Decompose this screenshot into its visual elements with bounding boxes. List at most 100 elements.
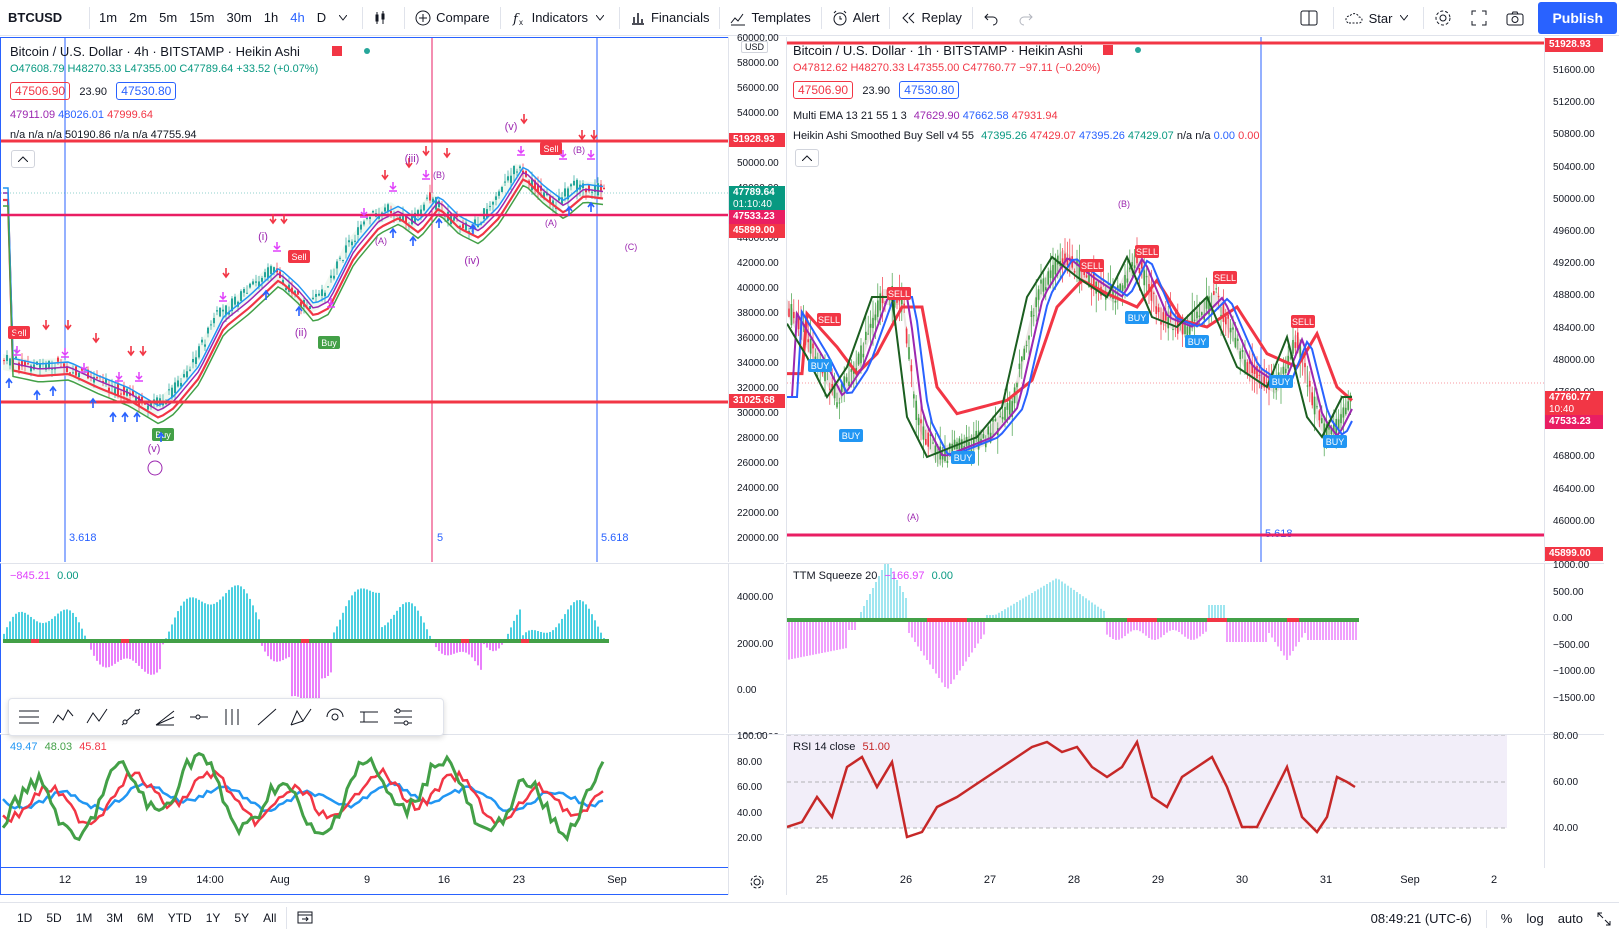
buy-price-button[interactable]: 47530.80 <box>899 81 960 99</box>
timeframe-30m[interactable]: 30m <box>226 10 252 25</box>
axis-label: 38000.00 <box>737 308 779 319</box>
parallel-lines-tool-icon[interactable] <box>219 703 247 731</box>
alert-button[interactable]: Alert <box>825 0 887 36</box>
settings-button[interactable] <box>1427 0 1464 36</box>
trend-line-tool-icon[interactable] <box>117 703 145 731</box>
currency-selector[interactable]: USD <box>741 41 769 53</box>
pattern-tool-icon[interactable] <box>287 703 315 731</box>
range-YTD[interactable]: YTD <box>167 911 192 925</box>
candle-body <box>519 166 521 169</box>
flag-icon[interactable] <box>1103 45 1113 55</box>
right-time-axis[interactable]: 25 26 27 28 29 30 31 Sep 2 <box>786 868 1544 895</box>
buy-price-button[interactable]: 47530.80 <box>116 82 177 100</box>
collapse-legend-button[interactable] <box>795 149 819 167</box>
left-main-pane[interactable]: Sell Sell Sell Buy Buy (i) (ii) (iii) (iv) (v) (A)… <box>0 37 752 562</box>
measure-tool-icon[interactable] <box>355 703 383 731</box>
auto-toggle[interactable]: auto <box>1557 911 1583 926</box>
candle-body <box>953 439 956 450</box>
right-rsi-pane[interactable]: RSI 14 close 51.00 <box>786 734 1544 868</box>
redo-button[interactable] <box>1011 0 1046 36</box>
time-label: 29 <box>1151 874 1165 886</box>
log-toggle[interactable]: log <box>1526 911 1544 926</box>
sell-price-button[interactable]: 47506.90 <box>793 81 854 99</box>
right-price-axis[interactable]: 51600.00 51200.00 50800.00 50400.00 50000.00… <box>1544 37 1604 562</box>
left-rsi-pane[interactable]: 49.47 48.03 45.81 <box>0 734 728 868</box>
timeframe-1m[interactable]: 1m <box>99 10 118 25</box>
candle-body <box>812 343 814 349</box>
cycle-tool-icon[interactable] <box>321 703 349 731</box>
flag-icon[interactable] <box>332 46 342 56</box>
buy-arrow-icon <box>469 223 477 234</box>
timeframe-2m[interactable]: 2m <box>129 10 148 25</box>
templates-button[interactable]: Templates <box>723 0 817 36</box>
left-rsi-axis[interactable]: 100.00 80.00 60.00 40.00 20.00 <box>728 731 784 868</box>
axis-label: 50800.00 <box>1553 129 1595 141</box>
fib-fan-tool-icon[interactable] <box>151 703 179 731</box>
right-squeeze-pane[interactable]: TTM Squeeze 20 −166.97 0.00 <box>786 563 1544 733</box>
left-price-axis[interactable]: 60000.0058000.0056000.0054000.0052000.00… <box>728 33 785 562</box>
range-1M[interactable]: 1M <box>75 911 93 925</box>
chart-type-button[interactable] <box>366 0 401 36</box>
candle-body <box>1037 289 1040 300</box>
right-squeeze-axis[interactable]: 1000.00 500.00 0.00 −500.00 −1000.00 −1500.00 <box>1544 560 1604 733</box>
candle-body <box>1066 258 1069 266</box>
snapshot-button[interactable] <box>1499 0 1536 36</box>
horizontal-ray-tool-icon[interactable] <box>185 703 213 731</box>
timeframe-4h[interactable]: 4h <box>290 10 305 25</box>
clock[interactable]: 08:49:21 (UTC-6) <box>1370 911 1472 926</box>
range-6M[interactable]: 6M <box>137 911 154 925</box>
left-axis-settings[interactable] <box>728 868 784 895</box>
sell-price-button[interactable]: 47506.90 <box>10 82 71 100</box>
publish-button[interactable]: Publish <box>1538 2 1617 34</box>
range-All[interactable]: All <box>263 911 277 925</box>
timeframe-5m[interactable]: 5m <box>159 10 178 25</box>
candle-body <box>1021 356 1023 362</box>
candle-body <box>600 184 602 191</box>
timeframe-D[interactable]: D <box>316 10 327 25</box>
timeframe-15m[interactable]: 15m <box>189 10 215 25</box>
candle-body <box>483 208 485 220</box>
percent-toggle[interactable]: % <box>1500 911 1513 926</box>
financials-button[interactable]: Financials <box>623 0 717 36</box>
symbol-search[interactable]: BTCUSD <box>8 10 63 25</box>
collapse-legend-button[interactable] <box>11 150 35 168</box>
alert-label: Alert <box>852 10 880 25</box>
left-price-chart[interactable]: SellSellSellBuyBuy(i)(ii)(iii)(iv)(v)(A)… <box>1 38 752 562</box>
buy-arrow-icon <box>157 431 165 442</box>
right-price-chart[interactable]: 5.618SELLSELLSELLSELLSELLSELLBUYBUYBUYBU… <box>787 37 1544 562</box>
timeframe-dropdown[interactable] <box>332 0 359 36</box>
candle-body <box>1138 268 1141 274</box>
elliott-wave-tool-icon[interactable] <box>49 703 77 731</box>
range-5D[interactable]: 5D <box>46 911 62 925</box>
range-3M[interactable]: 3M <box>106 911 124 925</box>
candle-body <box>438 200 440 208</box>
range-1Y[interactable]: 1Y <box>205 911 221 925</box>
candle-body <box>1016 383 1018 388</box>
candle-body <box>1347 401 1349 410</box>
sell-arrow-icon <box>222 268 230 279</box>
range-1D[interactable]: 1D <box>17 911 33 925</box>
goto-date-button[interactable] <box>290 910 320 927</box>
axis-label: 56000.00 <box>737 83 779 94</box>
horizontal-lines-tool-icon[interactable] <box>15 703 43 731</box>
right-rsi-axis[interactable]: 80.00 60.00 40.00 <box>1544 731 1604 868</box>
range-5Y[interactable]: 5Y <box>234 911 250 925</box>
replay-button[interactable]: Replay <box>893 0 968 36</box>
undo-button[interactable] <box>976 0 1011 36</box>
abc-pattern-tool-icon[interactable] <box>83 703 111 731</box>
save-layout-button[interactable]: Star <box>1337 0 1421 36</box>
compare-button[interactable]: Compare <box>408 0 496 36</box>
range-tool-icon[interactable] <box>389 703 417 731</box>
line-tool-icon[interactable] <box>253 703 281 731</box>
candle-body <box>459 225 461 227</box>
osc-zero: 0.00 <box>57 570 79 582</box>
right-main-pane[interactable]: 5.618SELLSELLSELLSELLSELLSELLBUYBUYBUYBU… <box>786 37 1544 562</box>
left-time-axis[interactable]: 12 19 14:00 Aug 9 16 23 Sep <box>0 868 728 895</box>
timeframe-1h[interactable]: 1h <box>263 10 279 25</box>
fullscreen-button[interactable] <box>1464 0 1499 36</box>
indicators-button[interactable]: f x Indicators <box>504 0 616 36</box>
expand-icon[interactable] <box>1597 912 1611 926</box>
layout-button[interactable] <box>1293 0 1330 36</box>
candle-body <box>18 362 20 370</box>
